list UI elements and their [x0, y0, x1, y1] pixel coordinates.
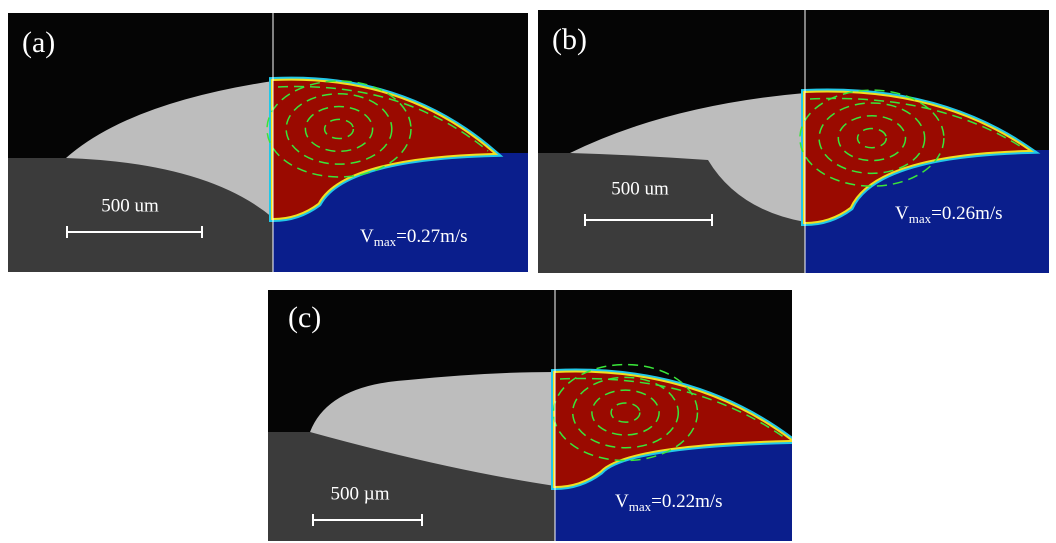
- scale-bar-label: 500 um: [611, 178, 669, 199]
- velocity-value: =0.27m/s: [396, 226, 467, 247]
- scale-bar-label: 500 µm: [331, 483, 390, 504]
- panel-label: (a): [22, 26, 55, 59]
- scale-bar-label: 500 um: [101, 195, 159, 216]
- panel-c: (c) 500 µm Vmax=0.22m/s: [268, 290, 792, 541]
- velocity-symbol: V: [360, 226, 374, 247]
- panel-b: (b) 500 um Vmax=0.26m/s: [538, 10, 1049, 273]
- panel-label: (c): [288, 301, 321, 334]
- velocity-symbol: V: [615, 491, 629, 512]
- velocity-value: =0.26m/s: [931, 203, 1002, 224]
- velocity-subscript: max: [629, 499, 652, 514]
- velocity-value: =0.22m/s: [651, 491, 722, 512]
- velocity-symbol: V: [895, 203, 909, 224]
- page: (a)500 umVmax=0.27m/s (b)500 umVmax=0.26…: [0, 0, 1056, 543]
- panel-label: (b): [552, 23, 587, 56]
- velocity-subscript: max: [374, 234, 397, 249]
- velocity-subscript: max: [909, 211, 932, 226]
- panel-a: (a) 500 um Vmax=0.27m/s: [8, 13, 528, 272]
